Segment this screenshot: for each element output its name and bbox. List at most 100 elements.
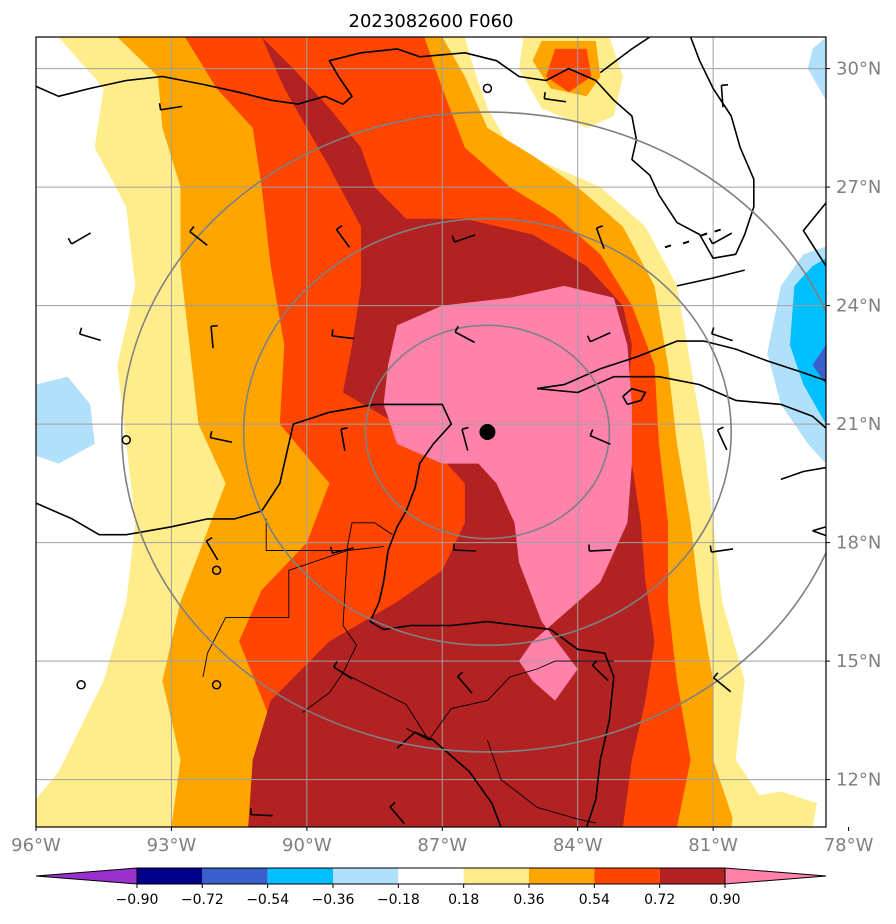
wind-barb-shaft [332, 547, 354, 554]
country-border [288, 522, 393, 551]
wind-barb-flag [829, 79, 830, 85]
contour-region-12 [546, 48, 592, 93]
colorbar-tick-label: 0.36 [513, 892, 544, 908]
colorbar-bin [267, 868, 333, 884]
key-dash [714, 228, 721, 233]
lat-tick-label: 15°N [836, 651, 881, 672]
coastline [676, 269, 745, 287]
gridlines [36, 37, 826, 827]
contour-region-8 [812, 345, 826, 385]
lon-tick-label: 93°W [147, 835, 197, 856]
wind-barb-flag [158, 103, 162, 110]
colorbar-tick-label: −0.72 [181, 892, 224, 908]
wind-barb-flag [713, 672, 719, 679]
range-ring [242, 217, 732, 647]
wind-barb-flag [710, 327, 715, 335]
wind-barb-shaft [711, 333, 733, 342]
wind-barb-flag [451, 235, 456, 243]
wind-barb-shaft [454, 234, 476, 243]
coastline [599, 37, 651, 74]
contour-region-13 [731, 791, 817, 827]
colorbar-bin [529, 868, 595, 884]
coastlines [36, 37, 826, 827]
colorbar-outline [136, 867, 726, 885]
wind-barb-shaft [189, 231, 208, 246]
wind-barb-flag [189, 225, 195, 233]
wind-barb-shaft [829, 437, 850, 442]
longitude-ticks: 96°W 93°W 90°W 87°W 84°W 81°W 78°W [11, 827, 874, 856]
coastline [36, 37, 755, 260]
wind-barb-shaft [71, 232, 92, 245]
wind-barbs [67, 79, 850, 825]
wind-barb-flag [340, 427, 348, 430]
contour-region-7 [789, 258, 826, 425]
wind-barb-shaft [720, 85, 724, 108]
wind-barb-flag [461, 426, 469, 431]
contour-region-5 [36, 376, 95, 464]
wind-barb-shaft [160, 105, 183, 111]
wind-barb-shaft [340, 428, 346, 451]
key-dash [700, 232, 708, 237]
wind-barb-flag [336, 225, 343, 231]
wind-barb-shaft [716, 429, 728, 451]
wind-barb-flag [211, 324, 218, 328]
colorbar-tick-label: 0.18 [448, 892, 479, 908]
wind-barb-shaft [210, 436, 233, 443]
lat-tick-label: 21°N [836, 414, 881, 435]
wind-barb-flag [329, 546, 334, 554]
wind-barb-shaft [589, 549, 612, 552]
wind-barb-flag [543, 92, 546, 99]
lon-tick-label: 90°W [282, 835, 332, 856]
country-border [342, 672, 430, 742]
colorbar-tick-label: −0.18 [377, 892, 420, 908]
wind-barb-shaft [713, 677, 732, 693]
coastline [36, 403, 615, 827]
wind-barb-flag [67, 237, 73, 245]
wind-barb-shaft [457, 675, 473, 694]
map-frame [35, 36, 827, 828]
range-rings [121, 111, 826, 753]
colorbar-bin [333, 868, 399, 884]
wind-barb-flag [331, 329, 334, 336]
lat-tick-label: 30°N [836, 59, 881, 80]
wind-barb-flag [717, 426, 724, 431]
coastline [396, 731, 502, 827]
lon-tick-label: 81°W [688, 835, 738, 856]
calm-wind-circle [76, 680, 86, 690]
wind-barb-flag [596, 225, 603, 229]
wind-barb-flag [454, 325, 459, 333]
wind-barb-flag [709, 545, 713, 553]
country-border [265, 518, 289, 551]
lon-tick-label: 84°W [553, 835, 603, 856]
colorbar: −0.90 −0.72 −0.54 −0.36 −0.18 0.18 0.36 0.54 0.7… [35, 867, 827, 908]
wind-barb-flag [389, 801, 396, 808]
wind-barb-flag [205, 536, 213, 542]
colorbar-tick-label: 0.54 [579, 892, 610, 908]
lat-tick-label: 24°N [836, 296, 881, 317]
lon-tick-label: 96°W [11, 835, 61, 856]
colorbar-bin [659, 868, 725, 884]
wind-barb-shaft [829, 86, 850, 91]
coastline [780, 466, 826, 481]
wind-barb-shaft [210, 326, 214, 349]
lat-tick-label: 27°N [836, 177, 881, 198]
colorbar-bin [137, 868, 203, 884]
wind-barb-shaft [461, 429, 469, 451]
wind-barb-shaft [712, 232, 733, 245]
wind-barb-shaft [544, 97, 567, 103]
wind-barb-shaft [250, 813, 273, 817]
wind-barb-flag [591, 660, 598, 666]
range-ring [364, 324, 611, 540]
calm-wind-circle [211, 565, 222, 575]
wind-barb-shaft [454, 331, 475, 344]
range-ring [121, 111, 826, 753]
wind-barb-shaft [830, 679, 848, 691]
colorbar-tick-label: −0.90 [116, 892, 159, 908]
country-border [428, 660, 614, 741]
wind-barb-shaft [595, 227, 605, 250]
wind-barb-flag [834, 226, 840, 229]
colorbar-tick-label: −0.54 [246, 892, 289, 908]
colorbar-bin [398, 868, 464, 884]
country-border [347, 546, 384, 551]
lat-tick-label: 18°N [836, 533, 881, 554]
